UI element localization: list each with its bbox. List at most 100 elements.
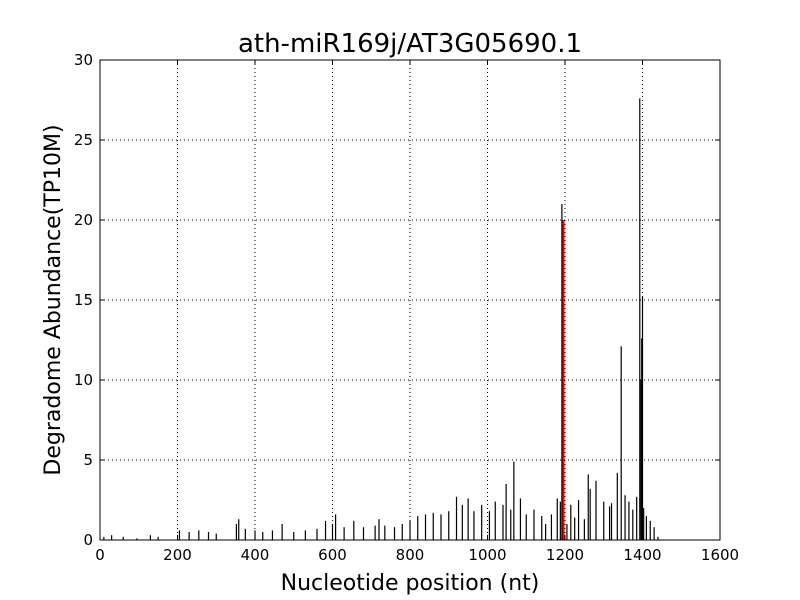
bar — [103, 536, 105, 540]
y-tick-label: 20 — [74, 211, 93, 229]
y-axis-label: Degradome Abundance(TP10M) — [41, 124, 66, 475]
bar — [494, 501, 496, 540]
bar — [561, 204, 563, 540]
bar — [293, 532, 295, 540]
bar — [136, 538, 138, 540]
bar — [502, 504, 504, 540]
y-tick-label: 10 — [74, 371, 93, 389]
bar — [316, 528, 318, 540]
bar — [610, 503, 613, 540]
x-tick-label: 600 — [318, 546, 347, 564]
bar — [616, 472, 618, 540]
bar — [550, 514, 553, 540]
bar — [545, 524, 547, 540]
bar — [639, 98, 641, 541]
x-tick-label: 1000 — [468, 546, 506, 564]
bar — [467, 498, 469, 540]
bar — [589, 488, 591, 540]
bar — [505, 484, 507, 540]
bar — [632, 509, 634, 540]
bar — [624, 495, 626, 540]
bar — [488, 511, 491, 540]
bar — [577, 500, 580, 540]
bar — [645, 516, 647, 540]
bar — [178, 530, 181, 540]
bar — [157, 536, 159, 540]
bar — [215, 533, 217, 540]
bar — [513, 461, 515, 540]
bar — [628, 501, 630, 540]
y-tick-label: 5 — [83, 451, 93, 469]
bar — [122, 536, 124, 540]
x-tick-label: 200 — [163, 546, 192, 564]
bar — [362, 527, 365, 540]
chart-title: ath-miR169j/AT3G05690.1 — [238, 29, 582, 59]
bar — [401, 524, 403, 540]
bar — [235, 524, 237, 540]
bar — [198, 530, 200, 540]
x-tick-label: 0 — [95, 546, 105, 564]
bar — [570, 504, 572, 540]
bar — [541, 516, 543, 540]
bar — [393, 527, 396, 540]
bar — [455, 496, 458, 540]
bar — [149, 535, 151, 540]
bar — [188, 532, 190, 540]
bar — [304, 530, 306, 540]
bar — [409, 520, 411, 540]
bar — [353, 520, 355, 540]
bar — [556, 498, 558, 540]
bar — [640, 380, 642, 540]
bar — [603, 501, 605, 540]
bar — [533, 509, 535, 540]
bar — [281, 524, 283, 540]
bar — [473, 511, 475, 540]
ticks: 0 200 400 600 800 1000 1200 1400 1600 0 5 10 15 20 25 3… — [74, 51, 739, 564]
bar — [384, 525, 386, 540]
bar — [448, 511, 450, 540]
bar — [262, 532, 264, 540]
bar — [641, 296, 644, 540]
x-tick-label: 400 — [241, 546, 270, 564]
bar — [207, 532, 210, 540]
bar — [587, 474, 589, 540]
bar — [649, 520, 651, 540]
bar — [608, 506, 611, 540]
bar — [519, 498, 522, 540]
bar — [636, 496, 638, 540]
x-tick-label: 800 — [396, 546, 425, 564]
bar — [324, 520, 327, 540]
bar — [620, 346, 622, 540]
bar — [432, 512, 434, 540]
bar — [643, 508, 645, 540]
bar — [424, 514, 427, 540]
bar — [440, 514, 442, 540]
bar — [525, 514, 527, 540]
x-axis-label: Nucleotide position (nt) — [281, 571, 540, 596]
bar — [566, 524, 568, 540]
bars — [103, 98, 659, 541]
bar — [335, 514, 337, 540]
y-tick-label: 15 — [74, 291, 93, 309]
y-tick-label: 0 — [83, 531, 93, 549]
y-tick-label: 30 — [74, 51, 93, 69]
bar — [641, 338, 643, 540]
bar — [481, 504, 483, 540]
bar — [271, 530, 274, 540]
bar — [238, 519, 240, 540]
bar — [574, 517, 576, 540]
bar — [461, 504, 463, 540]
bar — [111, 535, 113, 540]
bar — [583, 519, 585, 540]
bar — [244, 528, 246, 540]
bar — [657, 536, 659, 540]
x-tick-label: 1400 — [623, 546, 661, 564]
bar — [331, 524, 334, 540]
bar — [595, 480, 597, 540]
bar — [653, 527, 655, 540]
x-tick-label: 1600 — [701, 546, 739, 564]
bar — [562, 220, 565, 540]
bar — [378, 519, 380, 540]
